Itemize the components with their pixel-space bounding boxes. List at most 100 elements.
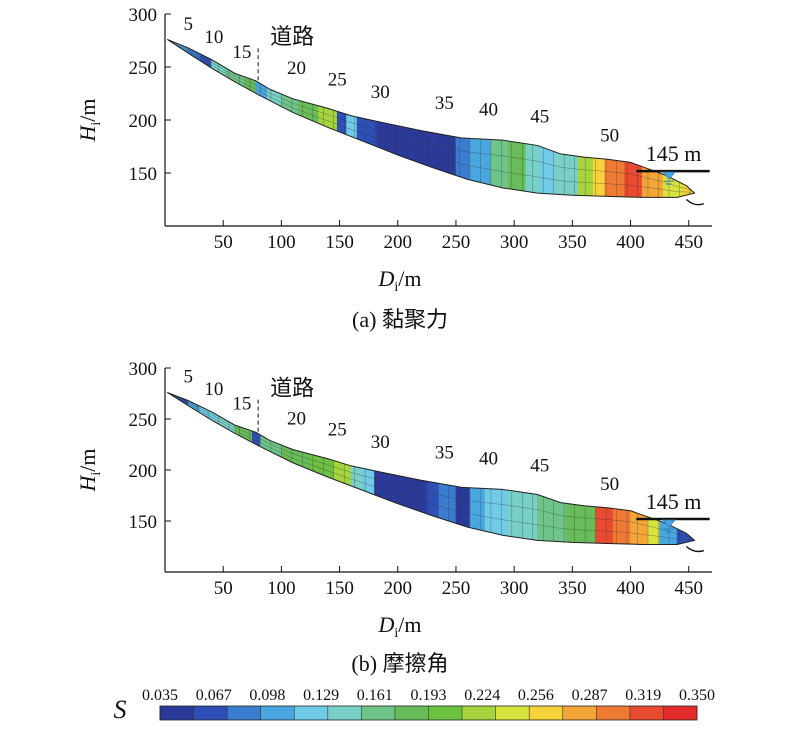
x-tick-label: 150	[325, 578, 354, 599]
slope-band-21	[537, 494, 567, 543]
water-level-label: 145 m	[646, 489, 702, 514]
colorbar-label: S	[114, 695, 127, 724]
colorbar-segment	[562, 706, 597, 720]
section-number: 25	[328, 420, 347, 441]
section-number: 50	[600, 474, 619, 495]
colorbar-tick-label: 0.129	[303, 687, 339, 704]
x-tick-label: 450	[674, 578, 703, 599]
x-tick-label: 150	[325, 232, 354, 253]
colorbar-tick-label: 0.035	[142, 687, 178, 704]
y-tick-label: 150	[129, 512, 158, 533]
colorbar-segment	[428, 706, 463, 720]
x-axis-label-sub: i	[394, 280, 398, 295]
colorbar-segment	[294, 706, 329, 720]
annotations-b: 5 10 15 20 25 30 35 40 45 50 道路 145 m	[184, 367, 710, 533]
slope-band-9	[281, 444, 311, 471]
mesh-lines-a	[167, 38, 705, 206]
colorbar-segment	[227, 706, 261, 720]
axes-b: 50 100 150 200 250 300 350 400 450 150 200 250 300 Hi…	[75, 359, 712, 641]
colorbar-tick-label: 0.161	[357, 687, 393, 704]
y-tick-label: 200	[129, 111, 158, 132]
y-axis-label-unit: /m	[75, 98, 100, 121]
y-tick-label: 200	[129, 461, 158, 482]
colorbar-segment	[529, 706, 564, 720]
section-number: 15	[232, 394, 251, 415]
x-axis-label: Di/m	[377, 612, 421, 641]
riverbank-line	[685, 545, 705, 553]
section-number: 20	[287, 58, 306, 79]
x-tick-label: 200	[384, 232, 413, 253]
slope-band-26	[647, 516, 660, 545]
colorbar-segment	[596, 706, 631, 720]
caption-a: (a) 黏聚力	[352, 307, 448, 332]
slope-band-24	[577, 155, 594, 197]
slope-band-23	[595, 506, 614, 544]
panel-b: 50 100 150 200 250 300 350 400 450 150 200 250 300 Hi…	[75, 359, 712, 676]
slope-band-29	[662, 173, 684, 198]
slope-band-10	[310, 453, 335, 480]
y-tick-label: 250	[129, 58, 158, 79]
y-axis-label-sub: i	[89, 472, 104, 476]
section-number: 25	[328, 69, 347, 90]
colorbar-tick-label: 0.287	[572, 687, 608, 704]
slope-band-19	[484, 488, 509, 537]
panel-a: 50 100 150 200 250 300 350 400 450 150 200 250 300 Hi…	[75, 5, 712, 332]
x-tick-label: 350	[558, 232, 587, 253]
slope-band-16	[438, 482, 457, 524]
section-number: 40	[479, 99, 498, 120]
water-level-icon	[662, 519, 676, 528]
road-label: 道路	[270, 376, 314, 401]
x-tick-label: 100	[267, 578, 296, 599]
section-number: 20	[287, 409, 306, 430]
water-level-label: 145 m	[646, 141, 702, 166]
section-number: 40	[479, 449, 498, 470]
section-number: 30	[371, 432, 390, 453]
section-number: 35	[435, 93, 454, 114]
mesh-horizontal	[169, 40, 692, 192]
colorbar-tick-label: 0.224	[464, 687, 500, 704]
y-tick-label: 300	[129, 359, 158, 380]
mesh-horizontal	[169, 40, 692, 193]
colorbar-segment	[260, 706, 295, 720]
colorbar-tick-label: 0.256	[518, 687, 554, 704]
x-tick-label: 300	[500, 578, 529, 599]
x-tick-label: 50	[214, 578, 233, 599]
section-number: 10	[204, 27, 223, 48]
y-tick-label: 300	[129, 5, 158, 26]
x-tick-label: 400	[616, 232, 645, 253]
x-tick-label: 50	[214, 232, 233, 253]
x-tick-label: 200	[384, 578, 413, 599]
slope-outline	[167, 38, 696, 198]
slope-band-20	[508, 489, 538, 541]
colorbar-frame	[159, 705, 698, 721]
slope-band-19	[490, 139, 509, 190]
x-tick-label: 400	[616, 578, 645, 599]
y-axis-label-main: H	[75, 125, 100, 143]
slope-band-17	[455, 485, 471, 529]
x-tick-label: 250	[442, 578, 471, 599]
slope-outline	[167, 392, 696, 545]
colorbar-tick-label: 0.098	[249, 687, 285, 704]
section-number: 45	[530, 455, 549, 476]
slope-band-27	[624, 161, 643, 198]
water-level-icon	[662, 171, 676, 180]
colorbar-segment	[193, 706, 228, 720]
x-tick-label: 100	[267, 232, 296, 253]
road-label: 道路	[270, 24, 314, 49]
colorbar: 0.035 0.067 0.098 0.129 0.161 0.193 0.224 0.256…	[114, 687, 716, 724]
colorbar-segment	[663, 706, 698, 720]
mesh-lines-b	[167, 392, 705, 553]
colorbar-segment	[394, 706, 429, 720]
y-axis-label-main: H	[75, 475, 100, 493]
slope-band-15	[356, 116, 378, 148]
slope-bands-b	[167, 392, 696, 545]
y-axis-label: Hi/m	[75, 448, 104, 492]
y-tick-label: 150	[129, 164, 158, 185]
slope-band-5	[217, 414, 236, 434]
y-axis-label-sub: i	[89, 122, 104, 126]
x-axis-label-unit: /m	[398, 266, 421, 291]
x-tick-label: 250	[442, 232, 471, 253]
x-axis-label-sub: i	[394, 626, 398, 641]
slope-band-24	[612, 508, 631, 545]
